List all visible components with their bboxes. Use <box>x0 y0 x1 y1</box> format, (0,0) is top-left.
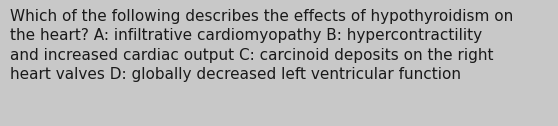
Text: Which of the following describes the effects of hypothyroidism on
the heart? A: : Which of the following describes the eff… <box>10 9 513 83</box>
